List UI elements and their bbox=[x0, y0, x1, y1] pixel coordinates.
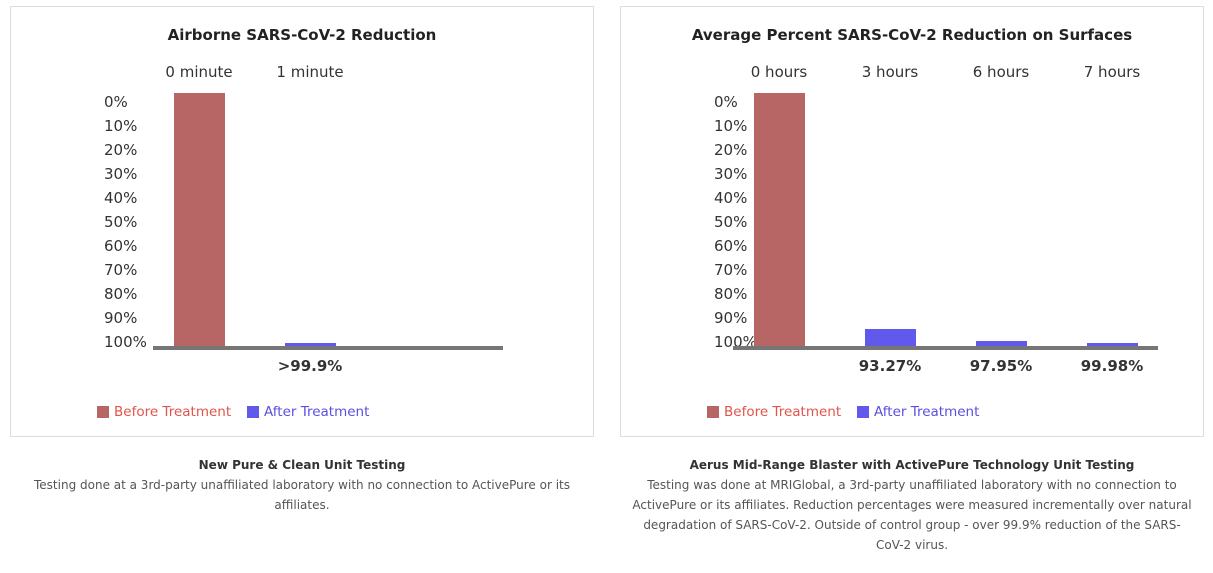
caption-airborne: New Pure & Clean Unit Testing Testing do… bbox=[22, 455, 582, 515]
data-label: >99.9% bbox=[277, 357, 343, 375]
data-label: 99.98% bbox=[1080, 357, 1144, 375]
category-label: 1 minute bbox=[276, 63, 344, 81]
caption-body: Testing done at a 3rd-party unaffiliated… bbox=[34, 478, 570, 512]
chart-card-airborne: Airborne SARS-CoV-2 Reduction 0% 10% 20% 30… bbox=[10, 6, 594, 437]
y-tick-label: 50% bbox=[104, 213, 138, 231]
legend-before-treatment: Before Treatment bbox=[97, 404, 231, 420]
bar-before-treatment bbox=[753, 93, 805, 346]
category-label: 7 hours bbox=[1083, 63, 1141, 81]
y-tick-label: 50% bbox=[714, 213, 748, 231]
data-label: 93.27% bbox=[858, 357, 922, 375]
y-tick-label: 40% bbox=[104, 189, 138, 207]
bar-after-treatment bbox=[864, 328, 916, 346]
legend-before-treatment: Before Treatment bbox=[707, 404, 841, 420]
caption-title: New Pure & Clean Unit Testing bbox=[198, 458, 406, 472]
y-tick-label: 20% bbox=[714, 141, 748, 159]
y-tick-label: 10% bbox=[104, 117, 138, 135]
y-tick-label: 90% bbox=[104, 309, 138, 327]
y-tick-label: 90% bbox=[714, 309, 748, 327]
legend-swatch bbox=[97, 406, 109, 418]
y-tick-label: 0% bbox=[714, 93, 738, 111]
legend-label: After Treatment bbox=[264, 404, 370, 420]
y-tick-label: 40% bbox=[714, 189, 748, 207]
category-label: 3 hours bbox=[861, 63, 919, 81]
legend-after-treatment: After Treatment bbox=[857, 404, 979, 420]
y-tick-label: 70% bbox=[714, 261, 748, 279]
legend-swatch bbox=[857, 406, 869, 418]
category-label: 0 hours bbox=[750, 63, 808, 81]
legend-label: Before Treatment bbox=[114, 404, 232, 420]
legend-swatch bbox=[247, 406, 259, 418]
y-tick-label: 70% bbox=[104, 261, 138, 279]
bar-after-treatment bbox=[284, 343, 336, 346]
category-label: 0 minute bbox=[165, 63, 233, 81]
legend-after-treatment: After Treatment bbox=[247, 404, 369, 420]
y-tick-label: 80% bbox=[714, 285, 748, 303]
caption-body: Testing was done at MRIGlobal, a 3rd-par… bbox=[632, 478, 1192, 552]
y-tick-label: 20% bbox=[104, 141, 138, 159]
y-tick-label: 80% bbox=[104, 285, 138, 303]
y-tick-label: 60% bbox=[104, 237, 138, 255]
bar-before-treatment bbox=[173, 93, 225, 346]
chart-card-surfaces: Average Percent SARS-CoV-2 Reduction on … bbox=[620, 6, 1204, 437]
legend-label: Before Treatment bbox=[724, 404, 842, 420]
legend-swatch bbox=[707, 406, 719, 418]
category-label: 6 hours bbox=[972, 63, 1030, 81]
data-label: 97.95% bbox=[969, 357, 1033, 375]
y-tick-label: 60% bbox=[714, 237, 748, 255]
y-tick-label: 10% bbox=[714, 117, 748, 135]
legend-label: After Treatment bbox=[874, 404, 980, 420]
bar-after-treatment bbox=[975, 340, 1027, 346]
x-axis-line bbox=[733, 346, 1158, 350]
chart-title: Airborne SARS-CoV-2 Reduction bbox=[167, 26, 437, 44]
y-tick-label: 100% bbox=[104, 333, 147, 351]
y-tick-label: 30% bbox=[104, 165, 138, 183]
caption-title: Aerus Mid-Range Blaster with ActivePure … bbox=[689, 458, 1135, 472]
chart-title: Average Percent SARS-CoV-2 Reduction on … bbox=[691, 26, 1133, 44]
y-tick-label: 30% bbox=[714, 165, 748, 183]
x-axis-line bbox=[153, 346, 503, 350]
caption-surfaces: Aerus Mid-Range Blaster with ActivePure … bbox=[632, 455, 1192, 555]
bar-after-treatment bbox=[1086, 343, 1138, 346]
y-tick-label: 0% bbox=[104, 93, 128, 111]
